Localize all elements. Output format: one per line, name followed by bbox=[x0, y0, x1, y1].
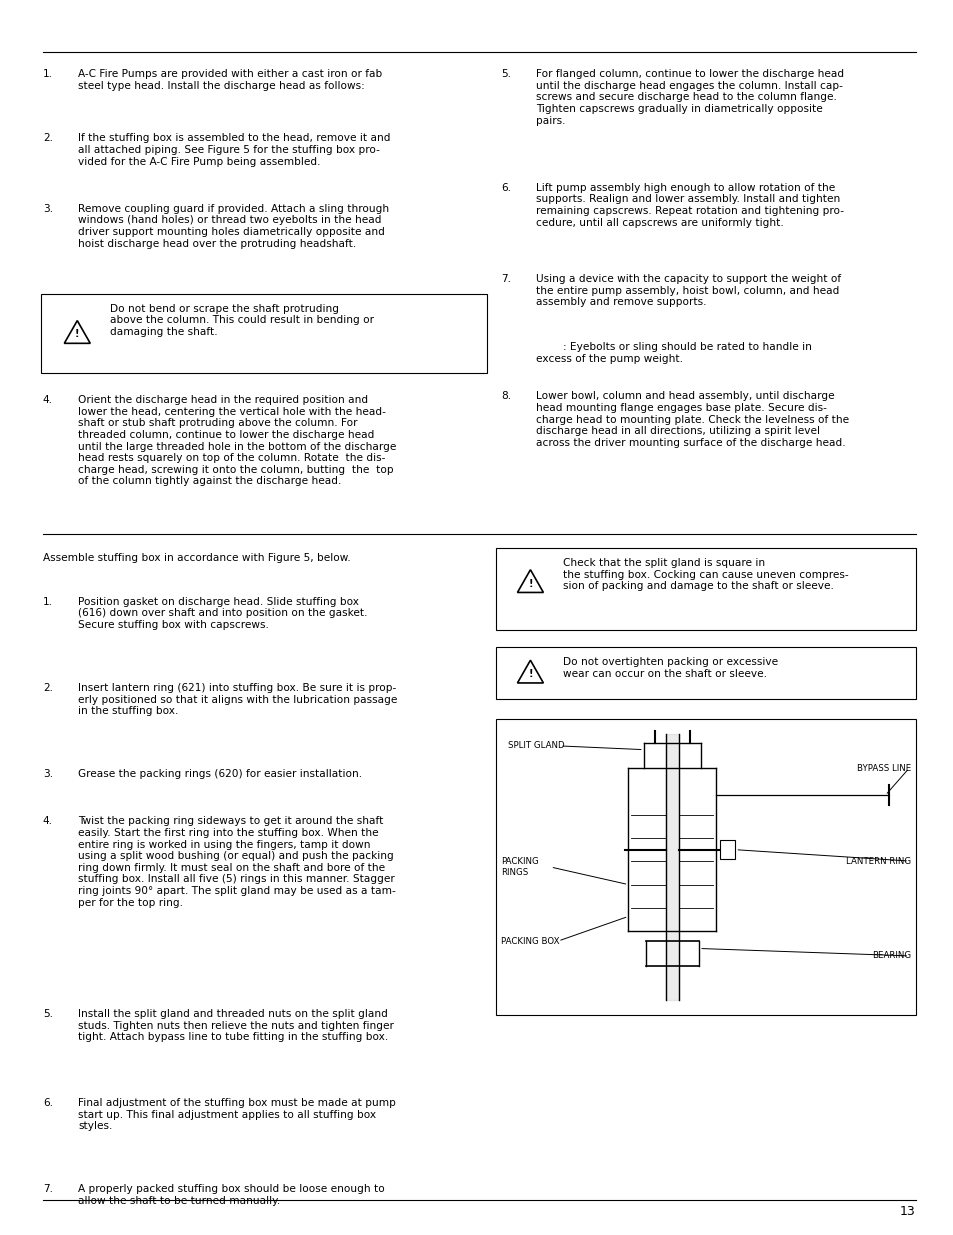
Text: Check that the split gland is square in
the stuffing box. Cocking can cause unev: Check that the split gland is square in … bbox=[562, 558, 847, 592]
Text: BEARING: BEARING bbox=[871, 951, 910, 961]
Text: PACKING BOX: PACKING BOX bbox=[500, 936, 558, 946]
Text: Position gasket on discharge head. Slide stuffing box
(616) down over shaft and : Position gasket on discharge head. Slide… bbox=[78, 597, 367, 630]
Text: 3.: 3. bbox=[43, 769, 53, 779]
Text: 6.: 6. bbox=[500, 183, 510, 193]
Text: 2.: 2. bbox=[43, 683, 52, 693]
Text: 1.: 1. bbox=[43, 597, 52, 606]
Text: !: ! bbox=[528, 578, 532, 589]
Text: Final adjustment of the stuffing box must be made at pump
start up. This final a: Final adjustment of the stuffing box mus… bbox=[78, 1098, 395, 1131]
Polygon shape bbox=[517, 661, 543, 683]
Text: 8.: 8. bbox=[500, 391, 511, 401]
Text: 5.: 5. bbox=[500, 69, 510, 79]
Text: 7.: 7. bbox=[43, 1184, 52, 1194]
Text: 6.: 6. bbox=[43, 1098, 52, 1108]
FancyBboxPatch shape bbox=[496, 548, 915, 630]
Text: !: ! bbox=[528, 669, 532, 679]
Text: Twist the packing ring sideways to get it around the shaft
easily. Start the fir: Twist the packing ring sideways to get i… bbox=[78, 816, 395, 908]
Text: 2.: 2. bbox=[43, 133, 52, 143]
FancyBboxPatch shape bbox=[41, 294, 486, 373]
Text: Using a device with the capacity to support the weight of
the entire pump assemb: Using a device with the capacity to supp… bbox=[536, 274, 841, 308]
Text: PACKING
RINGS: PACKING RINGS bbox=[500, 857, 538, 877]
Text: BYPASS LINE: BYPASS LINE bbox=[856, 763, 910, 773]
Text: For flanged column, continue to lower the discharge head
until the discharge hea: For flanged column, continue to lower th… bbox=[536, 69, 843, 126]
Text: If the stuffing box is assembled to the head, remove it and
all attached piping.: If the stuffing box is assembled to the … bbox=[78, 133, 391, 167]
Text: 3.: 3. bbox=[43, 204, 53, 214]
Text: Remove coupling guard if provided. Attach a sling through
windows (hand holes) o: Remove coupling guard if provided. Attac… bbox=[78, 204, 389, 248]
Text: A-C Fire Pumps are provided with either a cast iron or fab
steel type head. Inst: A-C Fire Pumps are provided with either … bbox=[78, 69, 382, 90]
Text: 1.: 1. bbox=[43, 69, 52, 79]
Text: 4.: 4. bbox=[43, 816, 52, 826]
Text: Insert lantern ring (621) into stuffing box. Be sure it is prop-
erly positioned: Insert lantern ring (621) into stuffing … bbox=[78, 683, 397, 716]
Text: LANTERN RING: LANTERN RING bbox=[845, 857, 910, 866]
Text: Install the split gland and threaded nuts on the split gland
studs. Tighten nuts: Install the split gland and threaded nut… bbox=[78, 1009, 394, 1042]
Text: 7.: 7. bbox=[500, 274, 510, 284]
FancyBboxPatch shape bbox=[496, 647, 915, 699]
Text: Do not overtighten packing or excessive
wear can occur on the shaft or sleeve.: Do not overtighten packing or excessive … bbox=[562, 657, 777, 678]
Text: A properly packed stuffing box should be loose enough to
allow the shaft to be t: A properly packed stuffing box should be… bbox=[78, 1184, 385, 1205]
FancyBboxPatch shape bbox=[496, 719, 915, 1015]
Text: Orient the discharge head in the required position and
lower the head, centering: Orient the discharge head in the require… bbox=[78, 395, 396, 487]
Text: : Eyebolts or sling should be rated to handle in
excess of the pump weight.: : Eyebolts or sling should be rated to h… bbox=[536, 342, 811, 363]
Text: !: ! bbox=[75, 330, 79, 340]
Text: 5.: 5. bbox=[43, 1009, 52, 1019]
Text: Lift pump assembly high enough to allow rotation of the
supports. Realign and lo: Lift pump assembly high enough to allow … bbox=[536, 183, 843, 227]
Text: 13: 13 bbox=[899, 1204, 915, 1218]
Text: Grease the packing rings (620) for easier installation.: Grease the packing rings (620) for easie… bbox=[78, 769, 362, 779]
Text: 4.: 4. bbox=[43, 395, 52, 405]
Polygon shape bbox=[517, 569, 543, 593]
Text: Assemble stuffing box in accordance with Figure 5, below.: Assemble stuffing box in accordance with… bbox=[43, 553, 351, 563]
Text: Do not bend or scrape the shaft protruding
above the column. This could result i: Do not bend or scrape the shaft protrudi… bbox=[110, 304, 374, 337]
Polygon shape bbox=[64, 321, 91, 343]
Text: SPLIT GLAND: SPLIT GLAND bbox=[507, 741, 563, 751]
FancyBboxPatch shape bbox=[720, 840, 735, 860]
Text: Lower bowl, column and head assembly, until discharge
head mounting flange engag: Lower bowl, column and head assembly, un… bbox=[536, 391, 848, 448]
